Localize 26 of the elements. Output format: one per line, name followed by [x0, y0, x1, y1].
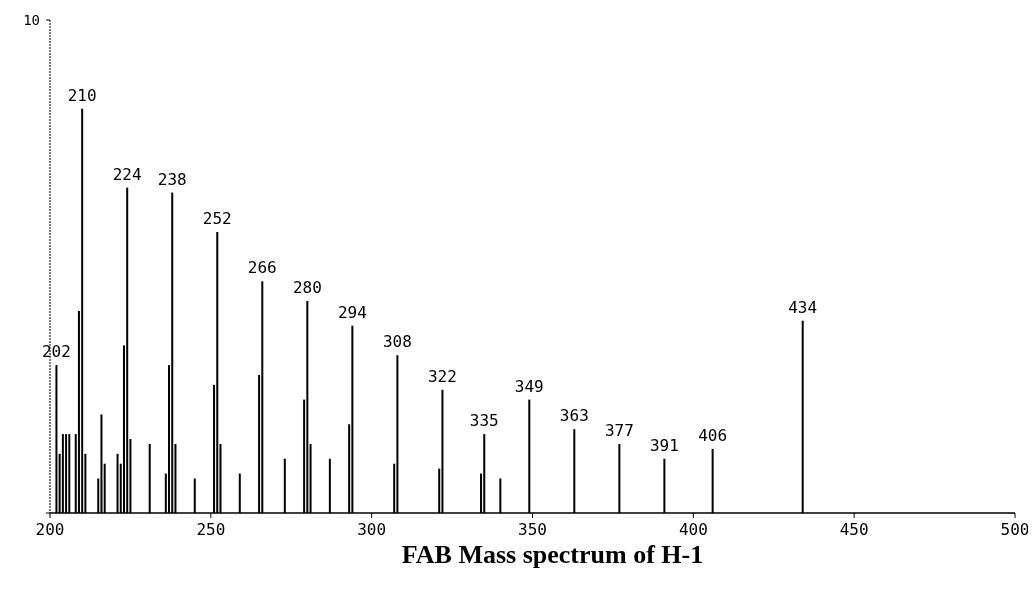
x-tick-label: 200 [35, 520, 65, 539]
annotation: 202 [41, 342, 71, 362]
annotation: 363 [559, 406, 589, 426]
annotation: 238 [157, 169, 187, 189]
x-tick-label: 250 [196, 520, 226, 539]
annotation: 349 [514, 376, 544, 396]
annotation: 406 [698, 425, 728, 445]
x-tick-label: 400 [678, 520, 708, 539]
annotation: 224 [112, 164, 142, 184]
annotation: 294 [337, 302, 367, 322]
annotation: 335 [469, 411, 499, 431]
annotation: 322 [427, 366, 457, 386]
annotation: 210 [67, 85, 97, 105]
x-tick-label: 500 [1000, 520, 1030, 539]
annotation: 377 [604, 420, 634, 440]
y-tick-label: 10 [23, 12, 40, 28]
annotation: 252 [202, 208, 232, 228]
x-tick-label: 350 [518, 520, 547, 539]
x-tick-label: 300 [357, 520, 387, 539]
annotation: 434 [788, 297, 818, 317]
annotation: 266 [247, 258, 277, 278]
annotation: 391 [649, 435, 679, 455]
text: FAB Mass spectrum of H-1 [401, 540, 704, 569]
annotation: 308 [382, 332, 412, 352]
x-tick-label: 450 [839, 520, 869, 539]
annotation: 280 [292, 278, 322, 298]
